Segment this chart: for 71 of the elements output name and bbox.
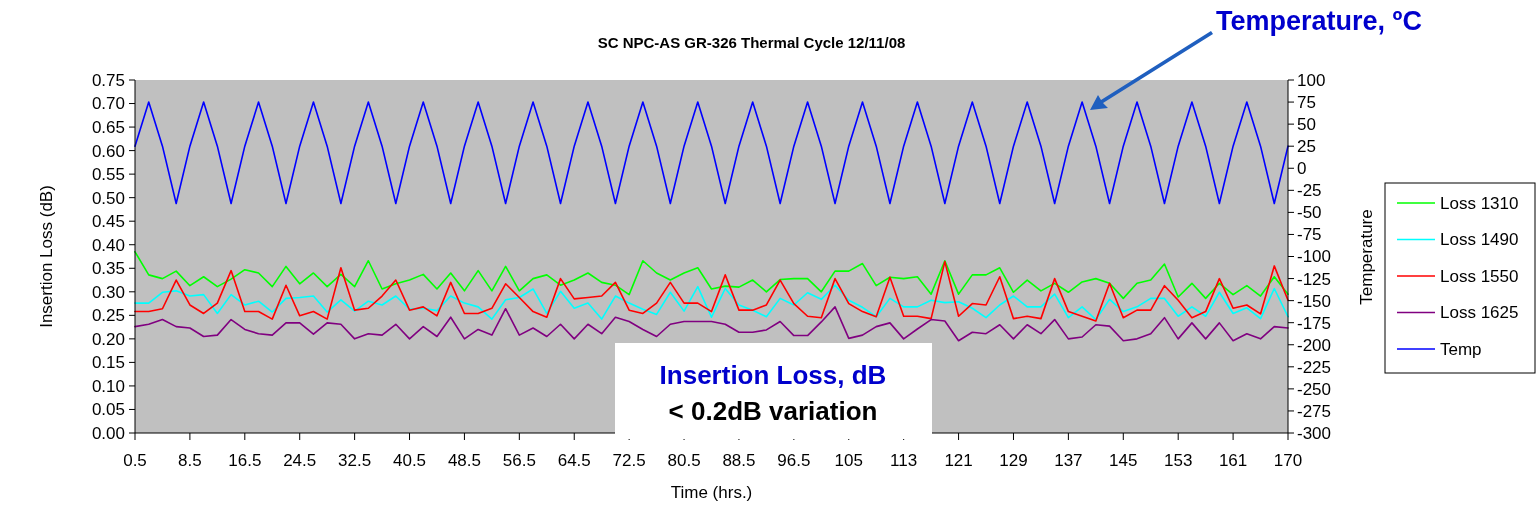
chart-title: SC NPC-AS GR-326 Thermal Cycle 12/11/08 bbox=[597, 34, 906, 51]
line-series bbox=[134, 260, 1289, 322]
y-tick-label: 0.60 bbox=[91, 141, 125, 161]
x-tick-label: 8.5 bbox=[178, 451, 202, 470]
y-tick-label: 0.05 bbox=[91, 400, 125, 420]
y2-tick-label: -100 bbox=[1297, 247, 1332, 267]
y-tick-label: 0.15 bbox=[91, 353, 125, 373]
y-tick-label: 0.55 bbox=[91, 165, 125, 185]
y-tick-label: 0.30 bbox=[91, 282, 125, 302]
y2-tick-label: -150 bbox=[1297, 291, 1332, 311]
x-tick-label: 121 bbox=[944, 451, 973, 470]
y-tick-label: 0.35 bbox=[91, 259, 125, 279]
x-tick-label: 153 bbox=[1164, 451, 1193, 470]
x-tick-label: 145 bbox=[1109, 451, 1138, 470]
x-tick-label: 40.5 bbox=[392, 451, 427, 470]
y2-tick-label: 75 bbox=[1297, 93, 1316, 113]
y-tick-label: 0.20 bbox=[91, 329, 125, 349]
y-tick-label: 0.25 bbox=[91, 306, 125, 326]
x-tick-label: 170 bbox=[1273, 451, 1303, 470]
y2-tick-label: -300 bbox=[1297, 423, 1332, 443]
text: Temperature, ºC bbox=[1216, 6, 1422, 36]
y2-tick-label: -250 bbox=[1297, 379, 1332, 399]
y2-tick-label: 50 bbox=[1297, 115, 1316, 135]
legend-label: Loss 1310 bbox=[1440, 193, 1519, 213]
y2-tick-label: 25 bbox=[1297, 137, 1316, 157]
y-tick-label: 0.70 bbox=[91, 94, 125, 114]
x-tick-label: 0.5 bbox=[123, 451, 147, 470]
x-tick-label: 137 bbox=[1054, 451, 1083, 470]
x-tick-label: 64.5 bbox=[557, 451, 591, 470]
x-axis-title: Time (hrs.) bbox=[670, 483, 753, 502]
x-tick-label: 161 bbox=[1218, 451, 1248, 470]
x-tick-label: 32.5 bbox=[338, 451, 372, 470]
line-series bbox=[134, 250, 1289, 300]
x-tick-label: 80.5 bbox=[667, 451, 701, 470]
y2-tick-label: -275 bbox=[1297, 401, 1332, 421]
y2-tick-label: 0 bbox=[1297, 159, 1307, 179]
x-tick-label: 113 bbox=[890, 451, 918, 470]
y2-axis-title: Temperature bbox=[1357, 209, 1376, 305]
legend-label: Loss 1490 bbox=[1440, 230, 1519, 250]
x-tick-label: 72.5 bbox=[612, 451, 646, 470]
y-tick-label: 0.00 bbox=[91, 423, 125, 443]
x-tick-label: 48.5 bbox=[447, 451, 481, 470]
x-tick-label: 88.5 bbox=[722, 451, 756, 470]
y2-tick-label: -25 bbox=[1297, 181, 1322, 201]
legend-label: Temp bbox=[1440, 339, 1482, 359]
x-tick-label: 96.5 bbox=[777, 451, 811, 470]
y2-tick-label: -175 bbox=[1297, 313, 1332, 333]
annotation: < 0.2dB variation bbox=[668, 396, 878, 426]
y-tick-label: 0.45 bbox=[91, 212, 125, 232]
y2-tick-label: -200 bbox=[1297, 335, 1332, 355]
y-tick-label: 0.65 bbox=[91, 118, 125, 138]
line-series bbox=[134, 306, 1289, 342]
y2-tick-label: -75 bbox=[1297, 225, 1322, 245]
legend-label: Loss 1625 bbox=[1440, 303, 1519, 323]
line-series bbox=[134, 284, 1289, 321]
y2-tick-label: -50 bbox=[1297, 203, 1322, 223]
y-axis-title: Insertion Loss (dB) bbox=[37, 185, 56, 328]
y-tick-label: 0.10 bbox=[91, 376, 125, 396]
x-tick-label: 16.5 bbox=[228, 451, 262, 470]
x-tick-label: 129 bbox=[999, 451, 1028, 470]
y2-tick-label: -225 bbox=[1297, 357, 1332, 377]
legend-label: Loss 1550 bbox=[1440, 266, 1519, 286]
y2-tick-label: 100 bbox=[1297, 70, 1326, 90]
x-tick-label: 24.5 bbox=[283, 451, 317, 470]
x-tick-label: 105 bbox=[834, 451, 863, 470]
y-tick-label: 0.40 bbox=[91, 235, 125, 255]
x-tick-label: 56.5 bbox=[502, 451, 536, 470]
y2-tick-label: -125 bbox=[1297, 269, 1332, 289]
y-tick-label: 0.50 bbox=[91, 188, 125, 208]
y-tick-label: 0.75 bbox=[91, 70, 125, 90]
annotation: Insertion Loss, dB bbox=[659, 360, 887, 390]
